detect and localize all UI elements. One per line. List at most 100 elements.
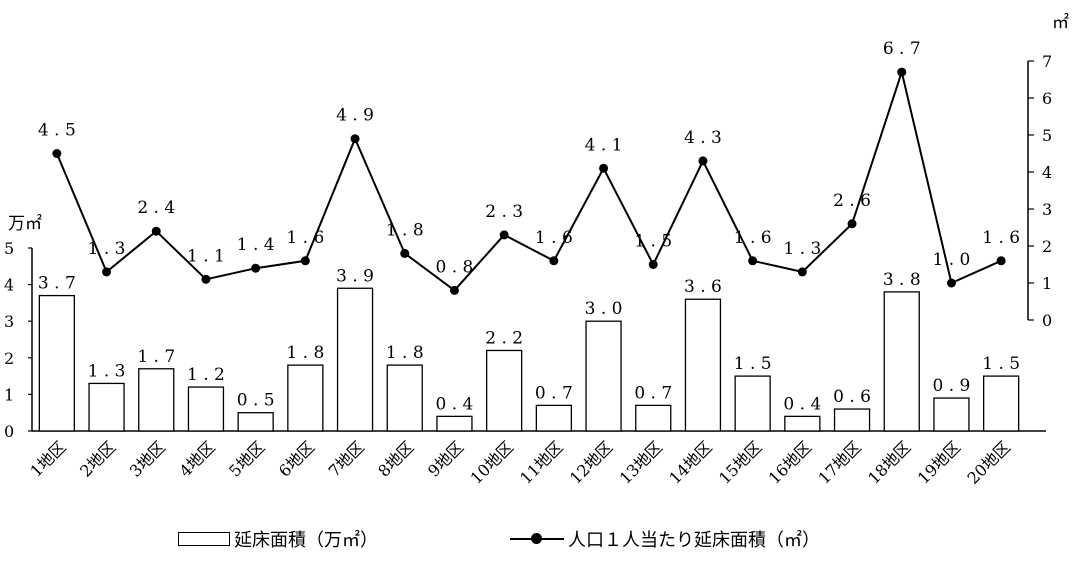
bar (138, 368, 175, 432)
category-label: 17地区 (814, 437, 864, 487)
line-point (897, 67, 907, 77)
line-data-label: 1 . 3 (783, 239, 821, 259)
bar-data-label: 0 . 4 (436, 394, 474, 414)
line-point (52, 149, 62, 158)
category-labels: 1地区 2地区 3地区 4地区 5地区 6地区 7地区 8地区 9地区 10地区 11地区 12地区 1… (26, 437, 1014, 487)
bar (485, 349, 523, 432)
left-axis-tick-label: 3 (4, 312, 14, 331)
left-axis-tick-label: 1 (4, 385, 14, 404)
line-data-label: 2 . 6 (833, 191, 871, 211)
category-label: 6地区 (275, 437, 318, 480)
right-axis-tick-label: 5 (1042, 126, 1052, 145)
line-point (797, 267, 807, 277)
line-data-label: 2 . 3 (485, 202, 523, 222)
right-axis-tick-label: 7 (1042, 52, 1052, 71)
line-point (350, 134, 360, 144)
bar (336, 287, 374, 432)
bar (983, 375, 1020, 432)
bar (684, 298, 722, 432)
line-point (847, 219, 857, 229)
left-axis-unit: 万㎡ (8, 214, 42, 234)
bar (784, 415, 821, 432)
line-data-label: 4 . 9 (336, 106, 374, 126)
line-point (549, 256, 559, 266)
bar-data-label: 1 . 8 (386, 343, 424, 363)
right-axis-tick-label: 2 (1042, 237, 1052, 256)
right-axis-tick-label: 6 (1042, 89, 1052, 108)
line-data-label: 1 . 6 (286, 228, 324, 248)
line-point (996, 256, 1006, 266)
right-axis-tick-label: 3 (1042, 200, 1052, 219)
line-data-label: 0 . 8 (436, 257, 474, 277)
line-point (748, 256, 758, 266)
line-point (251, 263, 261, 273)
category-label: 18地区 (864, 437, 914, 487)
left-axis-tick-label: 0 (4, 422, 14, 441)
legend-item-per-capita: 人口１人当たり延床面積（㎡） (510, 526, 820, 552)
bar (287, 364, 324, 432)
bar (88, 382, 125, 432)
bar (436, 415, 473, 432)
bar-data-label: 0 . 6 (833, 387, 871, 407)
line-data-label: 4 . 1 (585, 135, 623, 155)
bar-data-label: 0 . 9 (933, 376, 971, 396)
bar (237, 412, 274, 432)
line-data-label: 1 . 6 (535, 228, 573, 248)
bar-data-label: 3 . 7 (38, 274, 76, 294)
category-label: 1地区 (26, 437, 69, 480)
bar (833, 408, 871, 432)
line-point (698, 156, 708, 166)
line-point (499, 230, 509, 240)
line-data-label: 6 . 7 (883, 39, 921, 59)
bar (386, 364, 423, 432)
bar (535, 404, 572, 432)
line-point (648, 260, 658, 269)
line-point (151, 226, 161, 236)
bar (635, 404, 672, 432)
bar-data-label: 1 . 3 (88, 361, 126, 381)
category-label: 12地区 (566, 437, 616, 487)
left-axis-tick-label: 2 (4, 349, 14, 368)
category-label: 4地区 (176, 437, 219, 480)
bar-data-label: 3 . 9 (336, 266, 374, 286)
legend: 延床面積（万㎡） 人口１人当たり延床面積（㎡） (0, 526, 1078, 556)
legend-bar-swatch (178, 532, 230, 546)
category-label: 5地区 (225, 437, 268, 480)
category-label: 15地区 (715, 437, 765, 487)
bar (38, 294, 75, 432)
category-label: 2地区 (76, 437, 119, 480)
line-path (55, 68, 1002, 292)
line-data-label: 1 . 6 (734, 228, 772, 248)
category-label: 7地区 (325, 437, 368, 480)
bar-data-label: 0 . 5 (237, 391, 275, 411)
bar-data-label: 0 . 4 (783, 394, 821, 414)
line-data-label: 4 . 3 (684, 128, 722, 148)
line-point (599, 163, 609, 173)
line-point (400, 248, 410, 258)
category-label: 13地区 (616, 437, 666, 487)
legend-label-floor-area: 延床面積（万㎡） (234, 530, 378, 551)
bar (734, 375, 771, 432)
line-data-label: 1 . 5 (634, 232, 672, 252)
line-data-label: 4 . 5 (38, 121, 76, 141)
bar-data-label: 2 . 2 (485, 328, 523, 348)
line-point (201, 274, 211, 284)
left-axis-tick-label: 4 (4, 276, 14, 295)
line-point (449, 285, 459, 295)
line-data-label: 1 . 1 (187, 246, 225, 266)
right-axis-unit: ㎡ (1052, 13, 1069, 33)
category-label: 3地区 (126, 437, 169, 480)
bar-data-label: 3 . 0 (585, 299, 623, 319)
line-data-label: 1 . 4 (237, 235, 275, 255)
line-data-label: 2 . 4 (137, 198, 175, 218)
bar-data-label: 3 . 6 (684, 277, 722, 297)
category-label: 10地区 (467, 437, 517, 487)
legend-label-per-capita: 人口１人当たり延床面積（㎡） (568, 530, 820, 551)
bar-data-label: 0 . 7 (634, 383, 672, 403)
bar (585, 320, 622, 432)
bar-data-label: 1 . 8 (286, 343, 324, 363)
line-point (300, 256, 310, 266)
bar-data-label: 0 . 7 (535, 383, 573, 403)
bar-data-label: 1 . 7 (137, 347, 175, 367)
